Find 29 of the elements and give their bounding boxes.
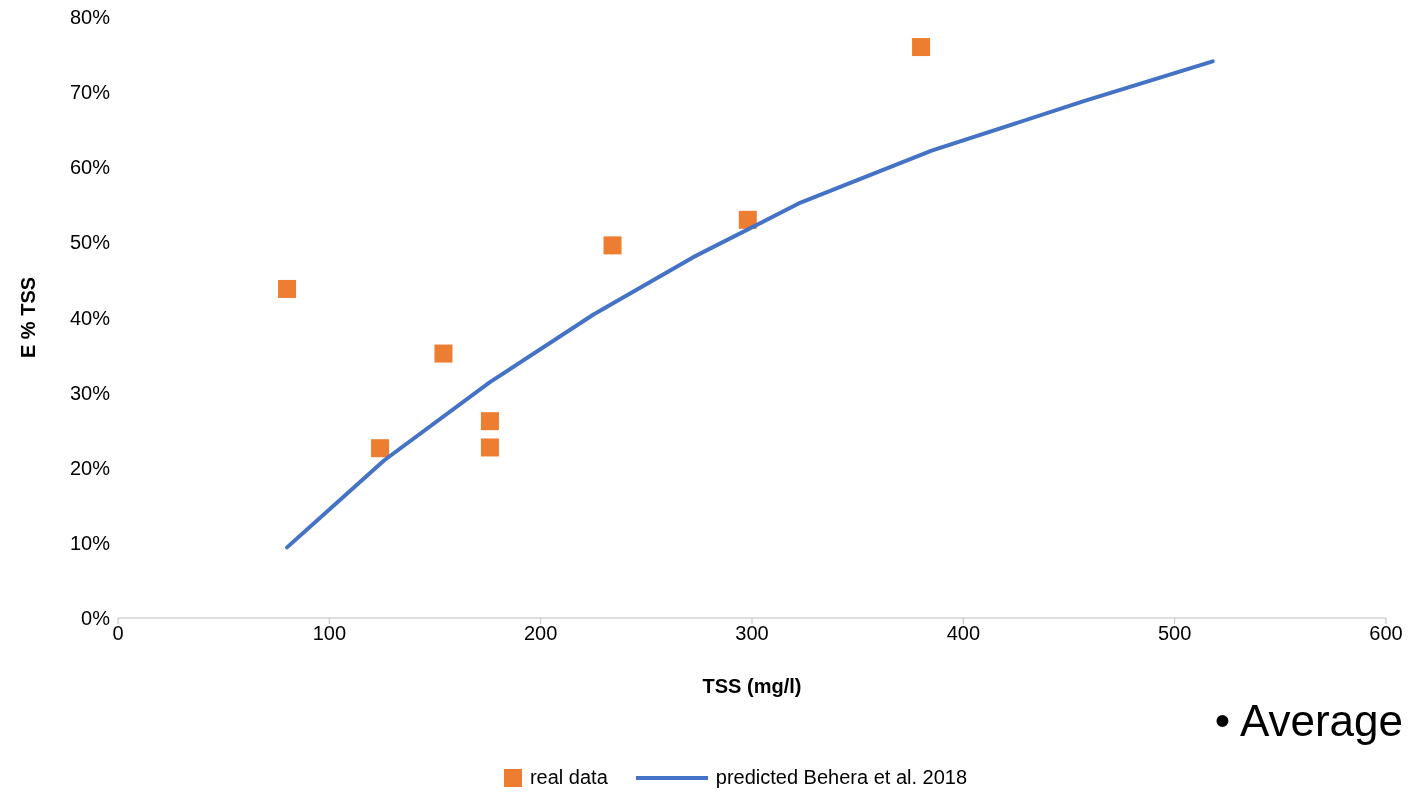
point: [434, 344, 453, 363]
x-tick-label: 100: [312, 622, 347, 645]
y-tick-label: 40%: [69, 306, 111, 329]
x-tick-label: 200: [523, 622, 558, 645]
point: [480, 438, 499, 457]
legend-label: real data: [529, 766, 608, 789]
y-tick-label: 30%: [69, 381, 111, 404]
y-tick-label: 0%: [81, 607, 111, 630]
y-axis-title: E % TSS: [17, 276, 40, 359]
point: [278, 279, 297, 298]
line-series: [285, 59, 1215, 550]
y-tick-label: 50%: [69, 231, 111, 254]
legend-label: predicted Behera et al. 2018: [715, 766, 968, 789]
x-axis-title: TSS (mg/l): [702, 675, 802, 697]
text: • Average: [1213, 696, 1403, 746]
y-tick-label: 60%: [69, 156, 111, 179]
x-tick-label: 500: [1157, 622, 1192, 645]
x-tick-label: 600: [1369, 622, 1403, 645]
y-tick-label: 70%: [69, 81, 111, 104]
point: [371, 439, 390, 458]
point: [912, 38, 931, 57]
x-tick-label: 0: [112, 622, 124, 645]
point: [603, 236, 622, 255]
x-tick-label: 400: [946, 622, 981, 645]
x-tick-label: 300: [735, 622, 769, 645]
point: [480, 412, 499, 431]
y-tick-label: 10%: [69, 531, 111, 554]
y-tick-label: 20%: [69, 456, 111, 479]
y-tick-label: 80%: [69, 6, 111, 29]
